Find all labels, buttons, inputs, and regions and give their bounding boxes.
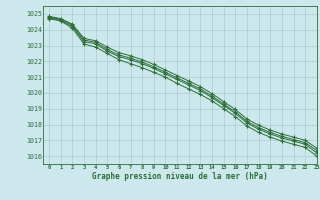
X-axis label: Graphe pression niveau de la mer (hPa): Graphe pression niveau de la mer (hPa) bbox=[92, 172, 268, 181]
